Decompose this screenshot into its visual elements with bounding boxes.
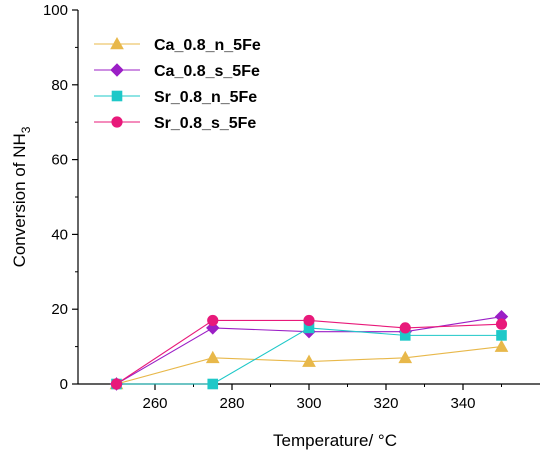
data-point bbox=[495, 318, 508, 330]
data-point bbox=[496, 330, 507, 341]
legend-entry: Ca_0.8_s_5Fe bbox=[94, 63, 260, 80]
legend-marker bbox=[111, 90, 123, 102]
y-axis-title-subscript: 3 bbox=[19, 126, 33, 133]
legend-label: Sr_0.8_s_5Fe bbox=[154, 115, 256, 132]
data-point bbox=[494, 339, 509, 352]
y-tick-label: 100 bbox=[43, 2, 68, 19]
y-axis-title-main: Conversion of NH bbox=[10, 133, 29, 267]
data-point bbox=[205, 350, 220, 364]
y-axis-title: Conversion of NH3 bbox=[10, 126, 33, 267]
legend-entry: Ca_0.8_n_5Fe bbox=[94, 36, 261, 54]
legend: Ca_0.8_n_5Fe Ca_0.8_s_5Fe Sr_0.8_n_5Fe Sr_0… bbox=[94, 36, 261, 132]
legend-marker bbox=[111, 116, 123, 128]
series-0 bbox=[109, 339, 509, 390]
y-tick-label: 40 bbox=[51, 226, 68, 243]
y-tick-label: 20 bbox=[51, 301, 68, 318]
x-tick-label: 300 bbox=[296, 395, 321, 412]
data-point bbox=[207, 378, 219, 390]
x-axis-title: Temperature/ °C bbox=[273, 431, 397, 450]
legend-marker bbox=[110, 36, 124, 50]
y-tick-label: 0 bbox=[60, 376, 68, 393]
legend-label: Sr_0.8_n_5Fe bbox=[154, 89, 257, 106]
legend-label: Ca_0.8_n_5Fe bbox=[154, 37, 261, 54]
y-tick-label: 60 bbox=[51, 152, 68, 169]
x-tick-label: 260 bbox=[142, 395, 167, 412]
data-point bbox=[110, 378, 123, 390]
data-point bbox=[207, 314, 219, 327]
axes: 0 20 40 60 80 100 260 280 300 320 340 bbox=[43, 2, 540, 412]
x-tick-label: 320 bbox=[373, 395, 398, 412]
legend-entry: Sr_0.8_n_5Fe bbox=[94, 89, 257, 106]
data-point bbox=[399, 322, 411, 334]
legend-label: Ca_0.8_s_5Fe bbox=[154, 63, 260, 80]
series-3 bbox=[110, 314, 508, 390]
data-point bbox=[398, 350, 413, 364]
series-layer bbox=[109, 309, 509, 391]
data-point bbox=[302, 354, 316, 367]
x-tick-label: 280 bbox=[219, 395, 244, 412]
y-tick-label: 80 bbox=[51, 77, 68, 94]
data-point bbox=[303, 314, 315, 327]
legend-marker bbox=[110, 63, 124, 77]
x-tick-label: 340 bbox=[450, 395, 475, 412]
legend-entry: Sr_0.8_s_5Fe bbox=[94, 115, 256, 132]
